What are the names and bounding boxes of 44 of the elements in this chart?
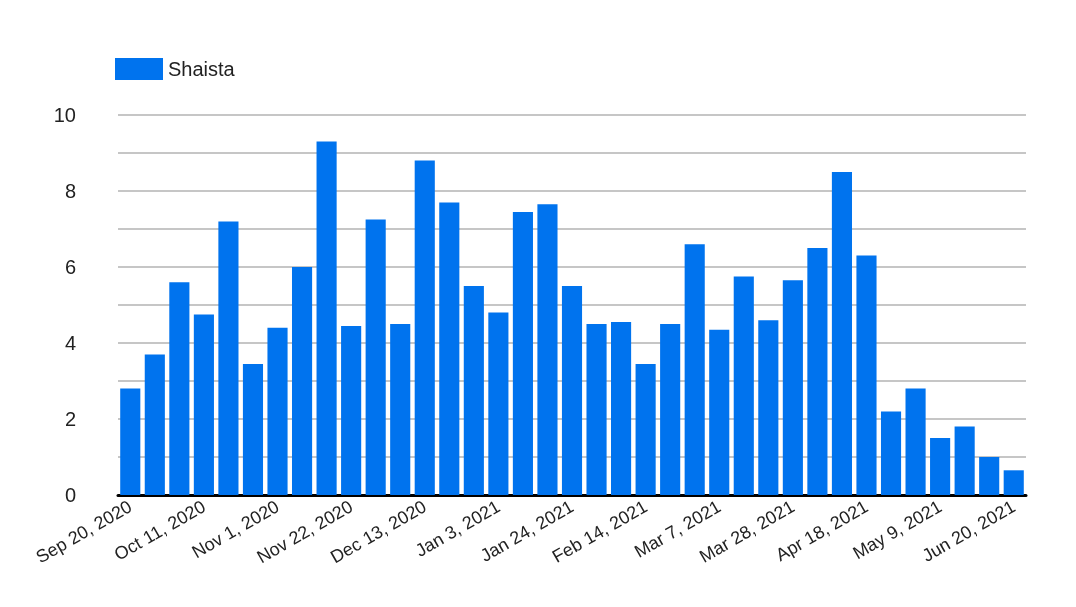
y-tick-label: 6 xyxy=(64,256,76,278)
bar xyxy=(390,324,411,495)
bar xyxy=(807,248,828,495)
bar xyxy=(733,276,754,495)
bar xyxy=(1003,470,1024,495)
bar xyxy=(242,363,264,495)
bar xyxy=(905,388,926,495)
bar xyxy=(856,255,877,495)
bar xyxy=(316,141,337,495)
bar xyxy=(758,320,779,495)
bar xyxy=(120,388,141,495)
bar xyxy=(291,267,313,495)
bar xyxy=(365,219,386,495)
bar xyxy=(684,244,705,495)
bar xyxy=(709,329,730,495)
y-tick-label: 8 xyxy=(64,180,76,202)
bar xyxy=(218,221,239,495)
bar xyxy=(512,211,533,495)
bar xyxy=(954,426,975,495)
bar xyxy=(439,202,460,495)
bar xyxy=(537,204,558,495)
bar xyxy=(267,327,288,495)
bar xyxy=(144,354,165,495)
legend-label: Shaista xyxy=(168,58,236,80)
bar xyxy=(930,438,951,495)
y-tick-label: 10 xyxy=(53,104,76,126)
bar xyxy=(635,363,656,495)
bar xyxy=(463,286,484,495)
bar xyxy=(831,172,853,495)
bar xyxy=(586,324,607,495)
bar xyxy=(611,322,632,495)
bar xyxy=(193,314,214,495)
bar xyxy=(414,160,435,495)
bar xyxy=(561,286,583,495)
y-tick-label: 2 xyxy=(64,408,76,430)
bar xyxy=(169,282,190,495)
bar xyxy=(341,325,362,495)
bar xyxy=(488,312,509,495)
bar xyxy=(660,324,681,495)
y-tick-label: 0 xyxy=(64,484,76,506)
y-tick-label: 4 xyxy=(64,332,76,354)
bar xyxy=(782,280,803,495)
bar xyxy=(880,411,902,495)
bar xyxy=(979,457,1000,495)
